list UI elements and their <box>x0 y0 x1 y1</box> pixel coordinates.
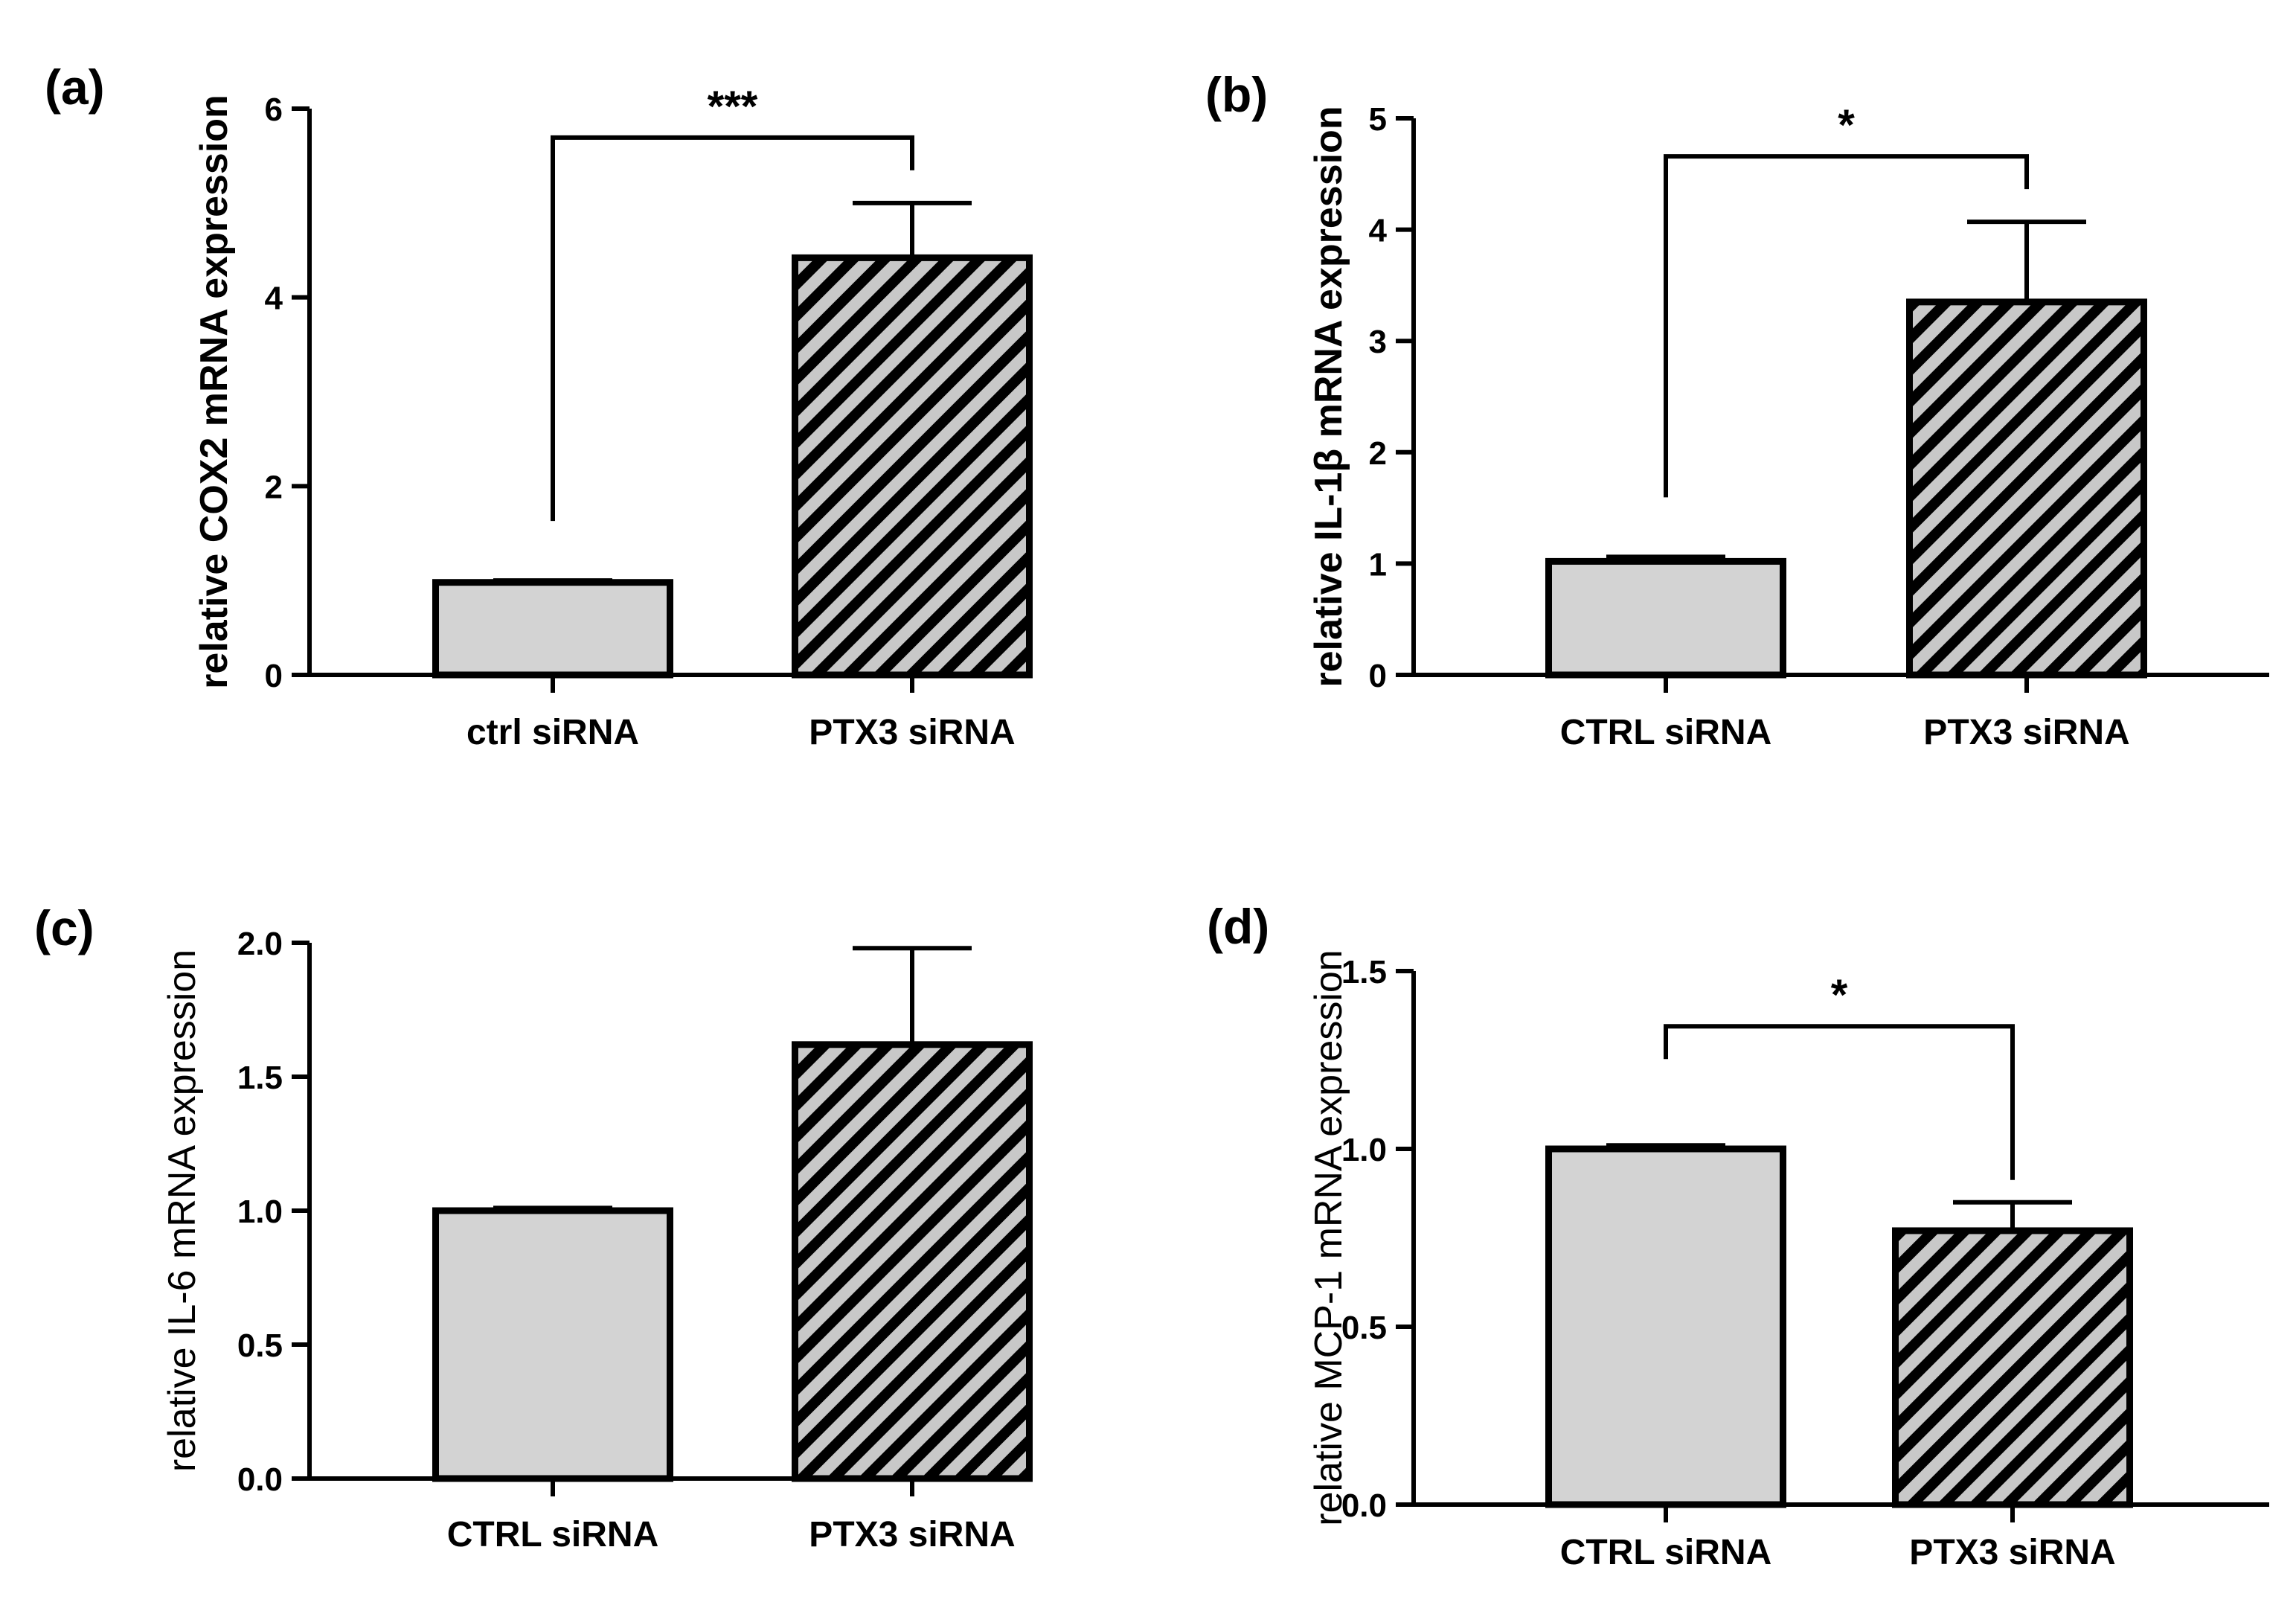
significance-label: * <box>1838 101 1855 150</box>
significance-label: * <box>1831 971 1848 1019</box>
category-label: PTX3 siRNA <box>809 1515 1015 1554</box>
bar-ptx3 <box>1906 298 2147 679</box>
chart-panel-2: (b) relative IL-1β mRNA expression CTRL si… <box>1205 67 2269 752</box>
significance-bracket <box>1664 154 2029 498</box>
category-label: CTRL siRNA <box>1560 1533 1771 1572</box>
y-tick-label: 0.5 <box>1341 1310 1387 1346</box>
chart-panel-4: (d) relative MCP-1 mRNA expression CTRL si… <box>1207 899 2269 1572</box>
bar-ctrl <box>432 1207 673 1482</box>
y-tick-label: 6 <box>265 92 283 128</box>
y-axis-label: relative IL-1β mRNA expression <box>1307 106 1350 687</box>
y-tick-label: 1.5 <box>1341 954 1387 990</box>
y-tick-label: 4 <box>1369 213 1388 249</box>
bar-ctrl <box>1545 1145 1786 1508</box>
y-tick-label: 2 <box>1369 435 1387 472</box>
bar-ctrl <box>432 579 673 679</box>
y-axis-label: relative MCP-1 mRNA expression <box>1307 949 1350 1525</box>
category-label: PTX3 siRNA <box>1923 713 2129 752</box>
y-tick-label: 5 <box>1369 101 1387 138</box>
significance-label: *** <box>708 83 758 131</box>
y-tick-label: 2.0 <box>237 926 283 962</box>
y-tick-label: 1.0 <box>237 1194 283 1230</box>
y-tick-label: 0.0 <box>1341 1487 1387 1524</box>
category-label: CTRL siRNA <box>447 1515 658 1554</box>
y-tick-label: 0 <box>1369 658 1387 694</box>
panel-letter: (d) <box>1207 899 1269 954</box>
bar-ptx3 <box>792 254 1033 679</box>
panel-letter: (b) <box>1205 67 1268 122</box>
y-tick-label: 1.0 <box>1341 1132 1387 1168</box>
bar-ptx3 <box>792 1041 1033 1482</box>
y-axis-label: relative IL-6 mRNA expression <box>161 949 204 1472</box>
category-label: ctrl siRNA <box>466 713 639 752</box>
y-tick-label: 3 <box>1369 324 1387 360</box>
category-label: PTX3 siRNA <box>1909 1533 2115 1572</box>
y-tick-label: 1 <box>1369 546 1387 583</box>
y-tick-label: 2 <box>265 469 283 505</box>
bar-ctrl <box>1545 557 1786 679</box>
chart-panel-1: (a) relative COX2 mRNA expression ctrl siR… <box>45 60 1033 752</box>
y-tick-label: 0.5 <box>237 1327 283 1364</box>
panel-letter: (a) <box>45 60 105 115</box>
y-tick-label: 1.5 <box>237 1060 283 1096</box>
category-label: PTX3 siRNA <box>809 713 1015 752</box>
category-label: CTRL siRNA <box>1560 713 1771 752</box>
y-tick-label: 0.0 <box>237 1461 283 1498</box>
y-tick-label: 4 <box>265 281 283 317</box>
significance-bracket <box>1664 1024 2015 1180</box>
significance-bracket <box>551 135 914 522</box>
y-axis-label: relative COX2 mRNA expression <box>193 95 236 689</box>
chart-panel-3: (c) relative IL-6 mRNA expression CTRL siR… <box>34 900 1033 1554</box>
y-tick-label: 0 <box>265 658 283 694</box>
panel-letter: (c) <box>34 900 94 955</box>
bar-ptx3 <box>1892 1227 2133 1508</box>
